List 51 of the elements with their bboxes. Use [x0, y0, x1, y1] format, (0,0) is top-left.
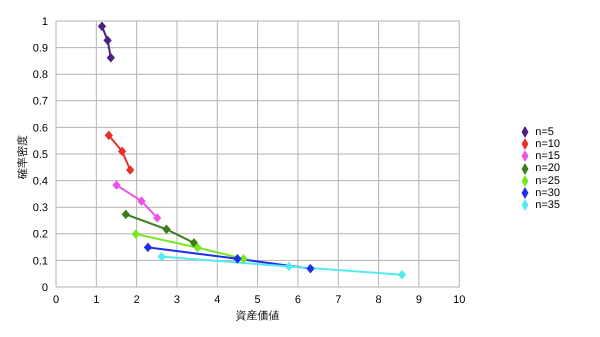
- x-tick-label: 1: [93, 294, 100, 306]
- x-tick-label: 2: [134, 294, 140, 306]
- y-tick-label: 0.1: [32, 255, 48, 268]
- legend-label: n=10: [535, 138, 560, 150]
- point: [144, 242, 152, 252]
- y-tick-label: 0.5: [32, 148, 48, 161]
- x-tick-label: 0: [52, 294, 60, 306]
- point: [104, 130, 113, 140]
- legend-label: n=35: [535, 198, 560, 211]
- legend-label: n=15: [535, 150, 560, 162]
- y-tick-label: 0.8: [32, 69, 48, 82]
- legend-label: n=30: [535, 186, 560, 199]
- point: [122, 210, 130, 219]
- point: [106, 53, 115, 62]
- y-tick-label: 0.2: [32, 228, 48, 241]
- y-tick-label: 0.6: [32, 122, 48, 134]
- y-tick-label: 0.4: [32, 176, 48, 188]
- x-tick-label: 6: [294, 294, 301, 306]
- x-tick-label: 4: [214, 294, 220, 306]
- x-tick-label: 8: [376, 294, 382, 306]
- point: [190, 238, 198, 248]
- point: [118, 146, 126, 156]
- point: [285, 262, 294, 272]
- point: [306, 264, 314, 274]
- y-tick-label: 1: [42, 16, 48, 28]
- point: [162, 224, 170, 234]
- y-tick-label: 0.7: [32, 96, 48, 108]
- x-tick-label: 7: [335, 294, 342, 306]
- legend-label: n=20: [535, 162, 560, 174]
- point: [233, 254, 242, 264]
- x-tick-label: 5: [254, 294, 261, 306]
- point: [104, 36, 112, 45]
- point: [398, 270, 406, 280]
- x-tick-label: 9: [416, 294, 422, 306]
- x-axis-title: 資産価値: [236, 309, 280, 322]
- point: [137, 196, 146, 206]
- point: [194, 243, 202, 252]
- legend-label: n=25: [535, 174, 560, 187]
- y-tick-label: 0.3: [32, 202, 48, 214]
- x-tick-label: 10: [453, 294, 466, 306]
- legend-label: n=5: [535, 126, 554, 138]
- y-tick-label: 0: [42, 282, 48, 294]
- point: [158, 252, 166, 262]
- y-tick-label: 0.9: [32, 42, 48, 55]
- point: [132, 230, 140, 239]
- point: [153, 213, 162, 222]
- point: [98, 22, 106, 31]
- point: [112, 180, 120, 190]
- point: [126, 165, 134, 174]
- x-tick-label: 3: [174, 294, 180, 306]
- y-axis-title: 確率密度: [16, 135, 29, 180]
